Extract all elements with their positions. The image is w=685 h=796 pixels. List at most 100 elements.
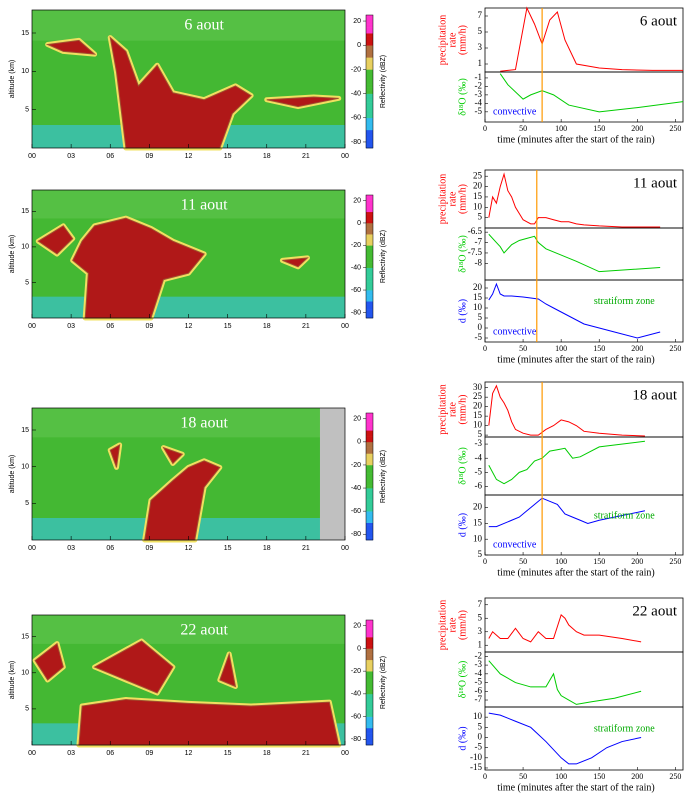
colorbar-tick-label: 0 xyxy=(357,42,361,49)
colorbar-tick-label: -20 xyxy=(351,462,361,469)
y-tick-label: -3 xyxy=(475,89,483,99)
colorbar-step xyxy=(366,736,373,740)
colorbar-step xyxy=(366,264,373,268)
y-tick-label: 5 xyxy=(478,612,483,622)
colorbar-step xyxy=(366,514,373,518)
colorbar-tick-label: 20 xyxy=(353,623,361,630)
colorbar-tick-label: -40 xyxy=(351,265,361,272)
y-tick-label: -5 xyxy=(475,106,483,116)
colorbar-tick-label: -20 xyxy=(351,242,361,249)
colorbar-step xyxy=(366,479,373,483)
y-tick-label: 10 xyxy=(21,68,29,75)
colorbar-tick-label: 20 xyxy=(353,197,361,204)
colorbar-label: Reflectivity (dBZ) xyxy=(380,55,387,108)
colorbar-step xyxy=(366,54,373,58)
colorbar-step xyxy=(366,214,373,218)
colorbar-step xyxy=(366,415,373,420)
y-axis-label: (mm/h) xyxy=(457,610,468,640)
annotation: stratiform zone xyxy=(594,510,655,521)
y-tick-label: 10 xyxy=(473,302,483,312)
x-tick-label: 15 xyxy=(224,153,232,160)
y-axis-label: δ¹⁸O (‰) xyxy=(457,661,468,699)
y-axis-label: d (‰) xyxy=(457,513,468,537)
colorbar-step xyxy=(366,473,373,477)
colorbar-step xyxy=(366,456,373,460)
colorbar-tick-label: 0 xyxy=(357,220,361,227)
colorbar-step xyxy=(366,245,373,249)
subplot-frame xyxy=(484,279,684,343)
y-tick-label: 15 xyxy=(21,208,29,215)
x-tick-label: 03 xyxy=(67,545,75,552)
colorbar-step xyxy=(366,141,373,146)
x-tick-label: 15 xyxy=(224,323,232,330)
y-tick-label: 25 xyxy=(473,391,483,401)
y-axis-label: altitude (km) xyxy=(9,661,16,700)
colorbar-step xyxy=(366,490,373,495)
colorbar-step xyxy=(366,284,373,288)
colorbar-step xyxy=(366,315,373,319)
y-tick-label: 15 xyxy=(473,410,483,420)
colorbar-step xyxy=(366,39,373,43)
colorbar-step xyxy=(366,69,373,73)
colorbar-step xyxy=(366,222,373,227)
colorbar-step xyxy=(366,453,373,457)
x-tick-label: 100 xyxy=(555,344,567,353)
x-tick-label: 250 xyxy=(669,124,681,133)
colorbar-step xyxy=(366,482,373,486)
x-tick-label: 150 xyxy=(593,124,605,133)
colorbar-step xyxy=(366,433,373,437)
x-tick-label: 250 xyxy=(669,772,681,781)
colorbar-step xyxy=(366,259,373,263)
y-tick-label: -6 xyxy=(475,481,483,491)
colorbar-step xyxy=(366,123,373,128)
colorbar-step xyxy=(366,270,373,274)
colorbar-step xyxy=(366,693,373,698)
colorbar-step xyxy=(366,45,373,49)
y-tick-label: -5 xyxy=(475,677,483,687)
colorbar-tick-label: -20 xyxy=(351,66,361,73)
y-tick-label: 15 xyxy=(473,191,483,201)
colorbar-tick-label: -60 xyxy=(351,713,361,720)
colorbar-step xyxy=(366,312,373,316)
annotation: convective xyxy=(493,106,537,117)
colorbar-step xyxy=(366,129,373,134)
y-axis-label: rate xyxy=(447,617,458,633)
panel-title: 6 aout xyxy=(184,17,224,34)
colorbar-step xyxy=(366,211,373,215)
y-tick-label: -3 xyxy=(475,438,483,448)
colorbar-step xyxy=(366,309,373,313)
colorbar-step xyxy=(366,81,373,85)
echo-core xyxy=(219,652,237,688)
colorbar-step xyxy=(366,48,373,52)
x-tick-label: 18 xyxy=(263,750,271,757)
colorbar-step xyxy=(366,628,373,632)
radar-panel: 22 aout 5 10 15 altitude (km) 00 03 06 09 12 15 18 2… xyxy=(9,614,387,757)
colorbar-step xyxy=(366,84,373,88)
colorbar-label: Reflectivity (dBZ) xyxy=(380,450,387,503)
colorbar-step xyxy=(366,719,373,723)
colorbar-step xyxy=(366,250,373,255)
colorbar-tick-label: -40 xyxy=(351,90,361,97)
subplot-frame xyxy=(484,651,684,708)
x-tick-label: 00 xyxy=(28,323,36,330)
colorbar-step xyxy=(366,78,373,82)
x-tick-label: 250 xyxy=(669,344,681,353)
y-tick-label: 5 xyxy=(25,279,29,286)
y-axis-label: δ¹⁸O (‰) xyxy=(457,447,468,485)
colorbar-step xyxy=(366,688,373,692)
colorbar-step xyxy=(366,301,373,305)
colorbar-step xyxy=(366,522,373,526)
y-tick-label: 1 xyxy=(478,58,483,68)
colorbar-step xyxy=(366,682,373,686)
x-tick-label: 250 xyxy=(669,557,681,566)
x-tick-label: 03 xyxy=(67,750,75,757)
y-tick-label: 7 xyxy=(478,10,483,20)
panel-title: 11 aout xyxy=(181,197,229,214)
colorbar-step xyxy=(366,418,373,422)
y-axis-label: precipitation xyxy=(437,174,448,225)
missing-data xyxy=(319,408,345,540)
colorbar-step xyxy=(366,287,373,291)
colorbar-step xyxy=(366,135,373,140)
colorbar-step xyxy=(366,292,373,296)
